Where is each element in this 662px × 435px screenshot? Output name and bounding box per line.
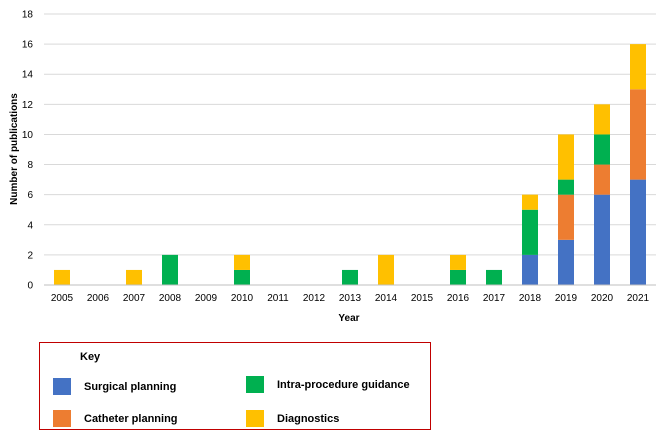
- y-tick-label: 18: [22, 10, 34, 21]
- legend-label-diagnostics: Diagnostics: [277, 412, 340, 425]
- y-tick-label: 8: [27, 160, 33, 171]
- bar-segment-surgical-planning-2020: [594, 194, 610, 285]
- bar-segment-surgical-planning-2021: [630, 179, 646, 285]
- y-tick-labels: 0 2 4 6 8 10 12 14 16 18: [22, 10, 34, 292]
- bar-segment-catheter-planning-2021: [630, 89, 646, 180]
- bar-segment-intra-procedure-guidance-2020: [594, 134, 610, 165]
- bar-segment-intra-procedure-guidance-2010: [234, 269, 250, 285]
- bar-segment-diagnostics-2010: [234, 254, 250, 270]
- bar-segment-diagnostics-2014: [378, 254, 394, 285]
- legend-item-catheter-planning: Catheter planning: [53, 410, 178, 427]
- x-tick-label: 2020: [591, 293, 614, 304]
- legend-swatch-catheter-planning: [53, 410, 71, 427]
- y-tick-label: 14: [22, 70, 34, 81]
- legend-item-intra-procedure-guidance: Intra-procedure guidance: [246, 376, 410, 393]
- x-tick-label: 2012: [303, 293, 326, 304]
- x-axis-title: Year: [338, 313, 359, 324]
- bar-segment-diagnostics-2016: [450, 254, 466, 270]
- bar-segment-intra-procedure-guidance-2008: [162, 254, 178, 285]
- y-tick-label: 6: [27, 190, 33, 201]
- legend-item-diagnostics: Diagnostics: [246, 410, 339, 427]
- x-tick-label: 2007: [123, 293, 146, 304]
- legend-swatch-surgical-planning: [53, 378, 71, 395]
- bar-segment-intra-procedure-guidance-2019: [558, 179, 574, 195]
- legend-title: Key: [80, 351, 101, 363]
- bar-segment-diagnostics-2007: [126, 269, 142, 285]
- legend-item-surgical-planning: Surgical planning: [53, 378, 176, 395]
- y-axis-title: Number of publications: [9, 93, 20, 205]
- gridlines: [44, 13, 656, 256]
- bar-segment-intra-procedure-guidance-2013: [342, 269, 358, 285]
- x-tick-label: 2010: [231, 293, 254, 304]
- x-tick-labels: 2005 2006 2007 2008 2009 2010 2011 2012 2013 2014…: [51, 293, 650, 304]
- x-tick-label: 2013: [339, 293, 362, 304]
- bar-segment-intra-procedure-guidance-2018: [522, 209, 538, 255]
- legend: Key Surgical planning Intra-procedure gu…: [39, 342, 431, 430]
- y-tick-label: 2: [27, 250, 33, 261]
- bar-segment-diagnostics-2021: [630, 44, 646, 90]
- x-tick-label: 2015: [411, 293, 434, 304]
- bar-segment-diagnostics-2018: [522, 194, 538, 210]
- bar-segment-diagnostics-2019: [558, 134, 574, 180]
- x-tick-label: 2018: [519, 293, 542, 304]
- y-tick-label: 10: [22, 130, 34, 141]
- bar-segment-surgical-planning-2018: [522, 254, 538, 285]
- bar-segment-catheter-planning-2019: [558, 194, 574, 240]
- bar-segment-intra-procedure-guidance-2017: [486, 269, 502, 285]
- legend-swatch-intra-procedure-guidance: [246, 376, 264, 393]
- legend-label-surgical-planning: Surgical planning: [84, 380, 177, 393]
- x-tick-label: 2011: [267, 293, 289, 304]
- x-tick-label: 2005: [51, 293, 74, 304]
- x-tick-label: 2016: [447, 293, 470, 304]
- bar-segment-diagnostics-2020: [594, 104, 610, 135]
- x-tick-label: 2014: [375, 293, 398, 304]
- y-tick-label: 16: [22, 40, 34, 51]
- bars: [54, 44, 646, 285]
- legend-label-intra-procedure-guidance: Intra-procedure guidance: [277, 378, 410, 391]
- y-tick-label: 4: [27, 220, 33, 231]
- bar-segment-catheter-planning-2020: [594, 164, 610, 195]
- x-tick-label: 2009: [195, 293, 218, 304]
- bar-segment-surgical-planning-2019: [558, 239, 574, 285]
- bar-segment-intra-procedure-guidance-2016: [450, 269, 466, 285]
- x-tick-label: 2006: [87, 293, 110, 304]
- y-tick-label: 0: [27, 281, 33, 292]
- bar-segment-diagnostics-2005: [54, 269, 70, 285]
- x-tick-label: 2017: [483, 293, 506, 304]
- y-tick-label: 12: [22, 100, 34, 111]
- x-tick-label: 2008: [159, 293, 182, 304]
- x-tick-label: 2021: [627, 293, 650, 304]
- legend-swatch-diagnostics: [246, 410, 264, 427]
- legend-label-catheter-planning: Catheter planning: [84, 412, 178, 425]
- x-tick-label: 2019: [555, 293, 578, 304]
- publications-chart: 0 2 4 6 8 10 12 14 16 18 2005 2006 2007 2008 2009 2010…: [9, 10, 656, 324]
